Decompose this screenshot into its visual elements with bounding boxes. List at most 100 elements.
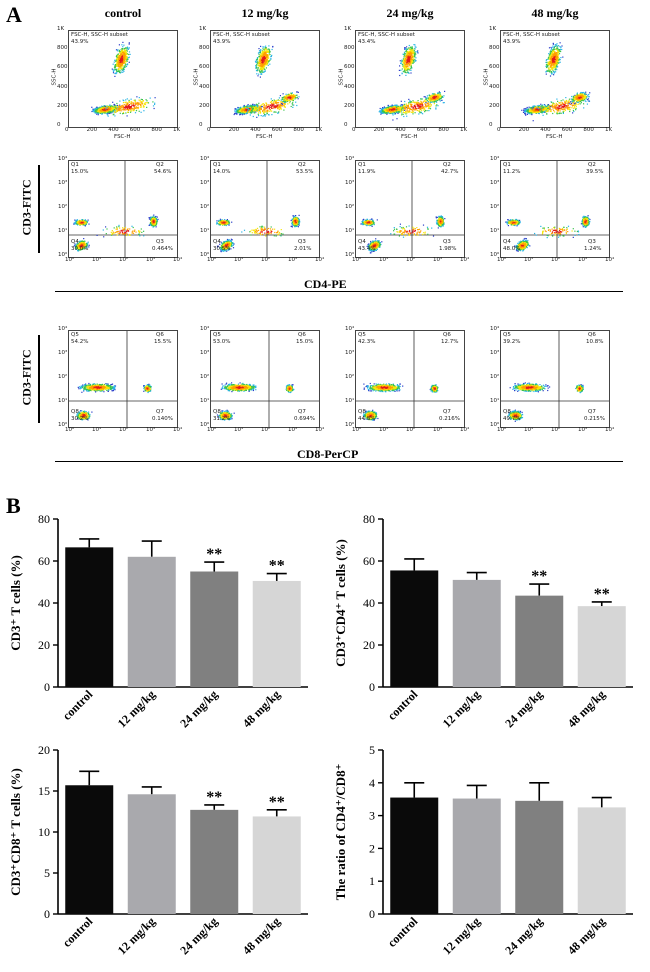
event-dot — [101, 387, 103, 389]
event-dot — [261, 58, 263, 60]
event-dot — [74, 243, 76, 245]
event-dot — [114, 75, 116, 77]
event-dot — [240, 109, 242, 111]
event-dot — [273, 105, 276, 107]
event-dot — [83, 387, 86, 389]
event-dot — [98, 386, 100, 388]
event-dot — [266, 103, 268, 105]
event-dot — [149, 218, 151, 220]
event-dot — [124, 54, 126, 56]
event-dot — [123, 104, 126, 106]
event-dot — [125, 52, 127, 54]
event-dot — [105, 383, 107, 385]
event-dot — [251, 112, 253, 114]
event-dot — [265, 110, 267, 112]
event-dot — [135, 107, 137, 109]
event-dot — [115, 73, 117, 75]
event-dot — [265, 50, 267, 52]
event-dot — [265, 60, 267, 63]
event-dot — [258, 115, 260, 117]
event-dot — [292, 215, 294, 217]
event-dot — [293, 219, 296, 221]
event-dot — [135, 110, 137, 112]
event-dot — [120, 53, 122, 55]
event-dot — [109, 106, 111, 108]
event-dot — [123, 228, 125, 230]
event-dot — [116, 72, 118, 74]
event-dot — [252, 110, 255, 112]
event-dot — [286, 100, 288, 103]
event-dot — [280, 103, 282, 105]
event-dot — [141, 99, 143, 101]
ssc-axis-label-0: SSC-H — [51, 68, 58, 86]
event-dot — [113, 61, 115, 63]
event-dot — [79, 245, 81, 247]
event-dot — [283, 100, 285, 103]
event-dot — [79, 224, 81, 226]
event-dot — [112, 386, 115, 388]
event-dot — [122, 69, 124, 71]
event-dot — [245, 105, 247, 107]
event-dot — [121, 54, 123, 56]
event-dot — [108, 385, 110, 387]
event-dot — [118, 49, 120, 51]
event-dot — [290, 98, 292, 101]
event-dot — [130, 110, 132, 112]
event-dot — [88, 384, 90, 386]
event-dot — [78, 222, 80, 225]
event-dot — [235, 113, 237, 115]
event-dot — [259, 56, 261, 58]
event-dot — [85, 386, 87, 388]
event-dot — [99, 385, 101, 387]
event-dot — [93, 110, 95, 112]
event-dot — [263, 110, 265, 112]
cd8-ytick-0-2: 10² — [58, 374, 68, 380]
event-dot — [129, 101, 131, 103]
event-dot — [150, 222, 152, 224]
cd4-xtick-0-2: 10² — [119, 257, 129, 263]
event-dot — [132, 103, 135, 105]
event-dot — [130, 103, 132, 105]
event-dot — [291, 92, 293, 94]
event-dot — [259, 70, 261, 72]
event-dot — [87, 417, 90, 419]
event-dot — [91, 110, 93, 113]
event-dot — [108, 387, 110, 389]
event-dot — [153, 107, 155, 110]
event-dot — [114, 106, 116, 108]
event-dot — [263, 52, 265, 54]
event-dot — [294, 96, 296, 98]
event-dot — [263, 112, 265, 114]
event-dot — [144, 103, 147, 106]
event-dot — [148, 389, 150, 392]
event-dot — [256, 108, 258, 110]
event-dot — [125, 58, 127, 60]
event-dot — [83, 386, 85, 388]
event-dot — [260, 115, 262, 117]
event-dot — [85, 223, 87, 226]
event-dot — [284, 97, 286, 99]
event-dot — [147, 389, 149, 391]
event-dot — [87, 386, 89, 388]
event-dot — [102, 110, 104, 112]
event-dot — [128, 105, 130, 107]
event-dot — [114, 386, 116, 388]
event-dot — [81, 247, 83, 249]
event-dot — [100, 110, 102, 112]
event-dot — [74, 221, 76, 223]
event-dot — [123, 48, 126, 50]
event-dot — [294, 225, 296, 227]
event-dot — [107, 385, 109, 387]
event-dot — [75, 221, 77, 223]
event-dot — [244, 109, 246, 111]
event-dot — [138, 231, 140, 233]
event-dot — [92, 108, 94, 110]
event-dot — [99, 111, 101, 113]
event-dot — [86, 390, 88, 392]
event-dot — [94, 108, 96, 110]
event-dot — [256, 104, 259, 106]
event-dot — [127, 47, 129, 49]
event-dot — [257, 107, 259, 109]
event-dot — [81, 223, 83, 225]
event-dot — [92, 385, 94, 387]
